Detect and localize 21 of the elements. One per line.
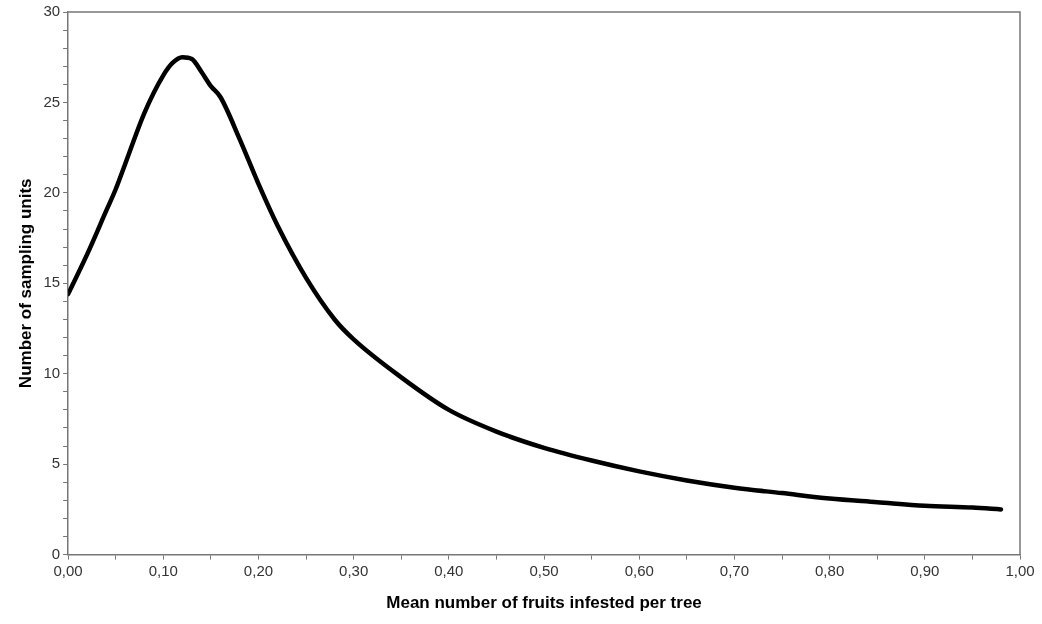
- x-tick-label: 1,00: [1005, 561, 1035, 579]
- x-tick-label: 0,60: [624, 561, 654, 579]
- y-tick-label: 25: [43, 92, 61, 110]
- y-tick-label: 10: [43, 363, 61, 381]
- x-tick-label: 0,70: [719, 561, 750, 579]
- x-tick-label: 0,40: [434, 561, 464, 579]
- y-tick-label: 20: [43, 183, 61, 201]
- x-tick-label: 0,00: [53, 561, 83, 579]
- x-tick-label: 0,10: [148, 561, 178, 579]
- y-tick-label: 0: [51, 544, 61, 562]
- y-tick-label: 30: [43, 2, 61, 20]
- x-axis-title: Mean number of fruits infested per tree: [386, 593, 702, 613]
- x-tick-label: 0,90: [910, 561, 940, 579]
- x-tick-label: 0,80: [815, 561, 845, 579]
- y-axis-title: Number of sampling units: [15, 178, 35, 389]
- line-series: [68, 54, 1004, 512]
- y-tick-label: 5: [51, 454, 61, 472]
- x-tick-label: 0,30: [339, 561, 369, 579]
- y-tick-label: 15: [43, 273, 61, 291]
- x-tick-label: 0,20: [243, 561, 274, 579]
- x-tick-label: 0,50: [529, 561, 559, 579]
